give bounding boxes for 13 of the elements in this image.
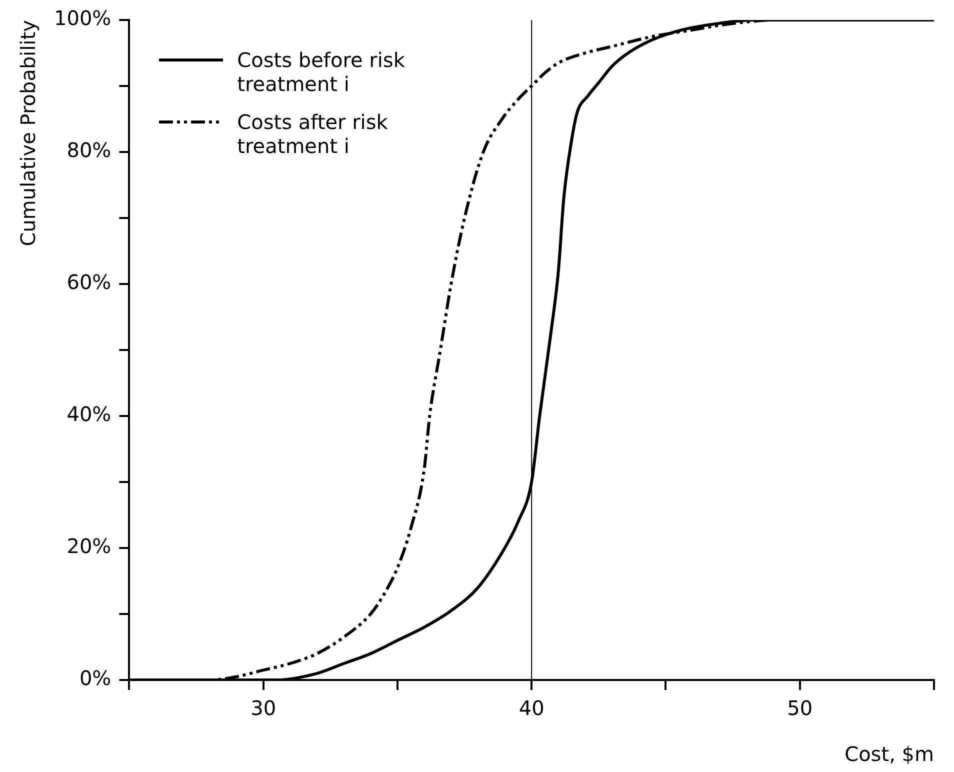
y-tick-label: 0% [79, 666, 112, 690]
y-tick-label: 40% [66, 402, 112, 426]
y-tick-label: 80% [66, 138, 112, 162]
y-tick-label: 60% [66, 270, 112, 294]
x-tick-label: 30 [250, 696, 276, 720]
y-tick-label: 100% [54, 6, 112, 30]
x-axis-title: Cost, $m [844, 742, 934, 766]
x-tick-label: 40 [518, 696, 544, 720]
y-axis-title: Cumulative Probability [16, 20, 40, 246]
legend-label: Costs before risk treatment i [237, 48, 406, 96]
x-tick-label: 50 [787, 696, 813, 720]
legend-label: Costs after risk treatment i [237, 110, 389, 158]
y-tick-label: 20% [66, 534, 112, 558]
